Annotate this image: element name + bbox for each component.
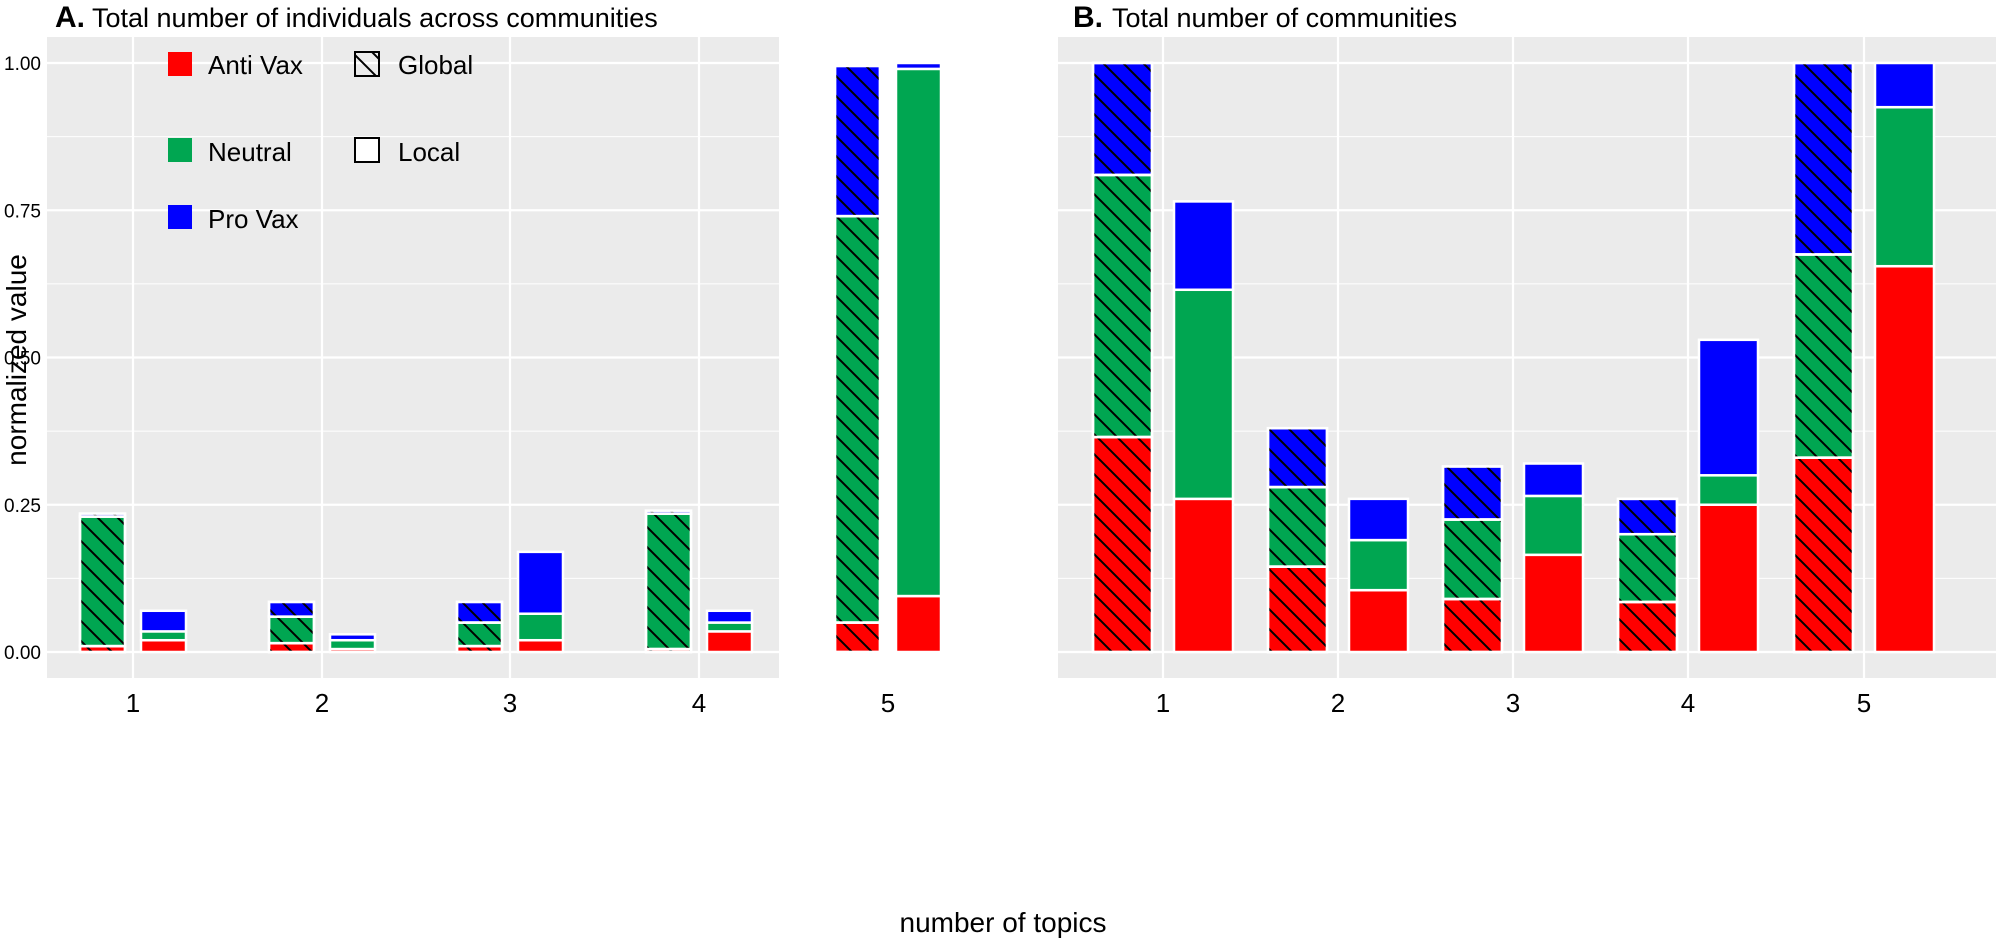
bar-segment-pro-vax-local <box>705 609 754 624</box>
x-tick-label: 5 <box>881 688 895 718</box>
panel-b-label: B. <box>1073 1 1103 34</box>
y-tick-label: 1.00 <box>4 54 41 75</box>
bar-hatch-overlay-anti-vax <box>267 641 316 654</box>
legend-label-neutral: Neutral <box>208 137 292 167</box>
bar-segment-neutral-local <box>705 621 754 633</box>
x-tick-label: 5 <box>1857 688 1871 718</box>
bar-segment-neutral-local <box>1172 288 1235 501</box>
panel-b: 1 2 3 4 5 B. Total number of communities <box>1058 1 1996 718</box>
x-tick-label: 3 <box>503 688 517 718</box>
bar-hatch-overlay-pro-vax <box>1441 465 1504 521</box>
panel-a-bars <box>78 61 943 654</box>
x-tick-label: 1 <box>126 688 140 718</box>
legend-swatch-local <box>354 137 380 163</box>
bar-hatch-overlay-neutral <box>1266 485 1329 568</box>
bar-segment-anti-vax-local <box>1347 588 1410 654</box>
bar-segment-neutral-local <box>516 612 565 642</box>
x-axis-label: number of topics <box>900 907 1107 938</box>
bar-segment-neutral-local <box>328 638 377 651</box>
y-tick-label: 0.75 <box>4 201 41 222</box>
bar-segment-anti-vax-local <box>1873 264 1936 654</box>
bar-hatch-overlay-anti-vax <box>1266 565 1329 654</box>
bar-segment-anti-vax-local <box>705 630 754 654</box>
bar-segment-neutral-local <box>139 630 188 642</box>
bar-segment-pro-vax-local <box>328 633 377 642</box>
panel-a-y-tick-labels: 0.00 0.25 0.50 0.75 1.00 <box>4 54 41 664</box>
x-tick-label: 1 <box>1156 688 1170 718</box>
bar-hatch-overlay-anti-vax <box>1091 435 1154 654</box>
x-tick-label: 4 <box>692 688 706 718</box>
bar-segment-pro-vax-local <box>139 609 188 633</box>
bar-segment-neutral-local <box>894 67 943 598</box>
legend-label-local: Local <box>398 137 460 167</box>
panel-a-label: A. <box>55 1 85 34</box>
bar-segment-pro-vax-local <box>1347 497 1410 542</box>
legend-label-pro-vax: Pro Vax <box>208 204 299 234</box>
bar-hatch-overlay-neutral <box>1792 253 1855 459</box>
legend-swatch-neutral <box>168 138 192 162</box>
bar-hatch-overlay-anti-vax <box>1792 456 1855 654</box>
legend-label-global: Global <box>398 50 473 80</box>
bar-segment-anti-vax-local <box>894 594 943 654</box>
bar-hatch-overlay-neutral <box>833 214 882 624</box>
bar-hatch-overlay-neutral <box>1091 173 1154 439</box>
bar-segment-neutral-local <box>1347 538 1410 592</box>
bar-segment-anti-vax-local <box>139 638 188 654</box>
panel-a-x-tick-labels: 1 2 3 4 5 <box>126 688 895 718</box>
bar-hatch-overlay-pro-vax <box>1091 61 1154 177</box>
bar-hatch-overlay-neutral <box>1616 532 1679 604</box>
x-tick-label: 2 <box>315 688 329 718</box>
y-axis-label: normalized value <box>1 254 32 466</box>
bar-hatch-overlay-pro-vax <box>455 600 504 624</box>
bar-hatch-overlay-pro-vax <box>1616 497 1679 536</box>
bar-hatch-overlay-pro-vax <box>833 64 882 218</box>
bar-segment-anti-vax-local <box>1697 503 1760 654</box>
bar-hatch-overlay-anti-vax <box>833 621 882 654</box>
x-tick-label: 4 <box>1681 688 1695 718</box>
legend: Anti Vax Neutral Pro Vax Global Local <box>168 50 473 234</box>
bar-segment-neutral-local <box>1873 105 1936 268</box>
bar-segment-pro-vax-local <box>1522 462 1585 498</box>
bar-hatch-overlay-pro-vax <box>267 600 316 618</box>
bar-segment-neutral-local <box>1522 494 1585 557</box>
bar-segment-anti-vax-local <box>1522 553 1585 654</box>
bar-hatch-overlay-neutral <box>267 615 316 645</box>
bar-hatch-overlay-pro-vax <box>1792 61 1855 256</box>
bar-hatch-overlay-neutral <box>644 512 693 651</box>
bar-segment-pro-vax-local <box>516 550 565 615</box>
panel-b-x-tick-labels: 1 2 3 4 5 <box>1156 688 1871 718</box>
legend-swatch-global <box>354 51 380 77</box>
bar-segment-pro-vax-local <box>1873 61 1936 109</box>
legend-swatch-anti-vax <box>168 52 192 76</box>
panel-a-title: Total number of individuals across commu… <box>92 3 658 33</box>
y-tick-label: 0.00 <box>4 643 41 664</box>
bar-segment-anti-vax-local <box>516 638 565 654</box>
bar-hatch-overlay-neutral <box>78 515 127 648</box>
bar-segment-pro-vax-local <box>1697 338 1760 477</box>
bar-hatch-overlay-anti-vax <box>1616 600 1679 654</box>
bar-segment-pro-vax-local <box>1172 200 1235 292</box>
bar-hatch-overlay-pro-vax <box>78 512 127 518</box>
y-tick-label: 0.25 <box>4 496 41 517</box>
legend-label-anti-vax: Anti Vax <box>208 50 303 80</box>
bar-segment-anti-vax-local <box>1172 497 1235 654</box>
panel-a: 0.00 0.25 0.50 0.75 1.00 1 2 3 4 5 A. Total numb… <box>4 1 943 718</box>
bar-hatch-overlay-anti-vax <box>1441 597 1504 654</box>
bar-segment-pro-vax-local <box>894 61 943 71</box>
y-tick-label: 0.50 <box>4 349 41 370</box>
bar-hatch-overlay-neutral <box>455 621 504 648</box>
panel-b-title: Total number of communities <box>1112 3 1457 33</box>
x-tick-label: 2 <box>1331 688 1345 718</box>
bar-segment-neutral-local <box>1697 474 1760 506</box>
panel-b-bars <box>1091 61 1936 654</box>
x-tick-label: 3 <box>1506 688 1520 718</box>
legend-swatch-pro-vax <box>168 205 192 229</box>
bar-hatch-overlay-pro-vax <box>644 509 693 515</box>
bar-hatch-overlay-neutral <box>1441 518 1504 601</box>
bar-hatch-overlay-pro-vax <box>1266 426 1329 489</box>
